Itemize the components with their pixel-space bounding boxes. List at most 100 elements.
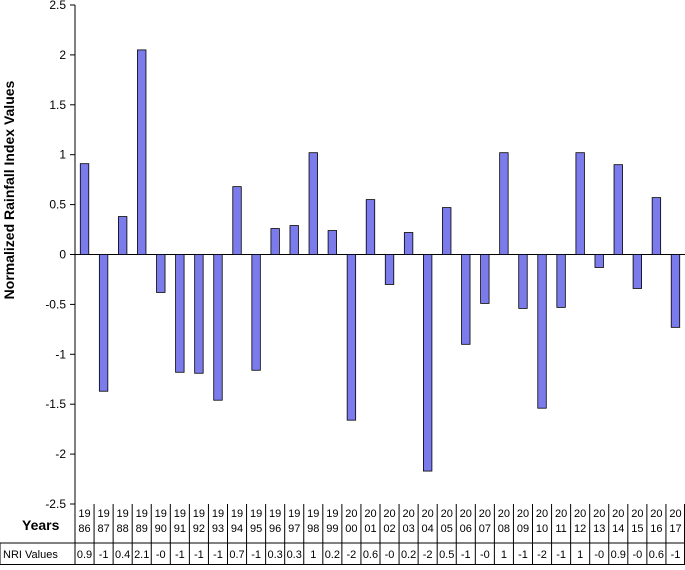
year-label-top: 20: [460, 508, 472, 520]
nri-value-cell: -2: [347, 549, 357, 561]
year-label-top: 20: [612, 508, 624, 520]
y-tick-label: 2.5: [49, 0, 66, 12]
year-label-top: 20: [517, 508, 529, 520]
bar-2007: [480, 254, 490, 304]
nri-value-cell: 0.6: [649, 549, 664, 561]
nri-value-cell: 0.7: [229, 549, 244, 561]
year-label-bottom: 96: [269, 523, 281, 535]
bar-2001: [365, 199, 376, 255]
year-label-top: 19: [250, 508, 262, 520]
bars: [79, 49, 681, 472]
nri-value-cell: -1: [213, 549, 223, 561]
year-label-bottom: 03: [402, 523, 414, 535]
year-label-bottom: 94: [231, 523, 243, 535]
data-table: Years NRI Values 19860.91987-119880.4198…: [0, 504, 685, 565]
nri-value-cell: -1: [556, 549, 566, 561]
nri-value-cell: -2: [423, 549, 433, 561]
year-label-bottom: 10: [536, 523, 548, 535]
bar-1992: [194, 254, 204, 374]
year-label-top: 20: [441, 508, 453, 520]
year-label-top: 19: [307, 508, 319, 520]
bar-2013: [594, 254, 604, 268]
year-label-bottom: 00: [345, 523, 357, 535]
year-label-top: 19: [212, 508, 224, 520]
year-label-bottom: 91: [174, 523, 186, 535]
year-label-bottom: 97: [288, 523, 300, 535]
y-tick-label: 0.5: [49, 198, 66, 212]
nri-value-cell: -0: [156, 549, 166, 561]
y-tick-label: -2: [55, 447, 66, 461]
year-label-top: 19: [136, 508, 148, 520]
table-nri-values-header: NRI Values: [3, 549, 58, 561]
axes: [74, 5, 685, 504]
nri-value-cell: 0.3: [287, 549, 302, 561]
y-tick-label: -1: [55, 347, 66, 361]
bar-2009: [518, 254, 528, 309]
nri-value-cell: -1: [518, 549, 528, 561]
year-label-bottom: 88: [117, 523, 129, 535]
bar-1995: [251, 254, 261, 371]
year-label-bottom: 01: [364, 523, 376, 535]
bar-2011: [556, 254, 566, 308]
bar-2006: [461, 254, 471, 345]
year-label-bottom: 12: [574, 523, 586, 535]
bar-2000: [346, 254, 357, 421]
year-label-top: 20: [422, 508, 434, 520]
year-label-bottom: 07: [479, 523, 491, 535]
nri-value-cell: 0.9: [77, 549, 92, 561]
bar-2014: [613, 164, 623, 255]
year-label-bottom: 98: [307, 523, 319, 535]
nri-value-cell: -1: [671, 549, 681, 561]
bar-2002: [384, 254, 395, 285]
nri-value-cell: -0: [632, 549, 642, 561]
year-label-bottom: 87: [97, 523, 109, 535]
bar-1993: [213, 254, 223, 401]
year-label-bottom: 89: [136, 523, 148, 535]
bar-2003: [403, 232, 414, 255]
bar-2005: [442, 207, 452, 255]
bar-1989: [137, 49, 147, 255]
nri-value-cell: 0.2: [325, 549, 340, 561]
bar-1997: [289, 225, 299, 255]
bar-2008: [499, 152, 509, 255]
nri-value-cell: -1: [461, 549, 471, 561]
year-label-bottom: 05: [441, 523, 453, 535]
nri-value-cell: -2: [537, 549, 547, 561]
bar-1998: [308, 152, 318, 255]
year-label-bottom: 99: [326, 523, 338, 535]
nri-value-cell: 0.2: [401, 549, 416, 561]
year-label-top: 20: [383, 508, 395, 520]
nri-value-cell: 1: [310, 549, 316, 561]
year-label-bottom: 08: [498, 523, 510, 535]
year-label-bottom: 02: [383, 523, 395, 535]
y-tick-label: -1.5: [45, 397, 66, 411]
nri-value-cell: -1: [99, 549, 109, 561]
year-label-top: 20: [669, 508, 681, 520]
year-label-top: 20: [498, 508, 510, 520]
year-label-bottom: 04: [422, 523, 434, 535]
year-label-top: 20: [593, 508, 605, 520]
y-tick-label: -2.5: [45, 497, 66, 511]
nri-value-cell: 2.1: [134, 549, 149, 561]
y-tick-label: -0.5: [45, 297, 66, 311]
year-label-bottom: 13: [593, 523, 605, 535]
year-label-top: 19: [231, 508, 243, 520]
year-label-bottom: 14: [612, 523, 624, 535]
year-label-top: 20: [574, 508, 586, 520]
bar-2015: [632, 254, 642, 289]
nri-value-cell: 1: [501, 549, 507, 561]
nri-value-cell: 1: [577, 549, 583, 561]
year-label-bottom: 95: [250, 523, 262, 535]
nri-value-cell: -1: [194, 549, 204, 561]
year-label-bottom: 86: [78, 523, 90, 535]
y-axis-label-group: Normalized Rainfall Index Values: [1, 80, 17, 299]
bar-1999: [327, 230, 337, 255]
year-label-top: 19: [326, 508, 338, 520]
bar-1986: [79, 163, 90, 255]
year-label-top: 20: [650, 508, 662, 520]
year-label-bottom: 06: [460, 523, 472, 535]
bar-1988: [118, 216, 128, 255]
y-axis-ticks: 2.5 2 1.5 1 0.5 0 -0.5 -1 -1.5 -2 -2.5: [45, 0, 75, 511]
bar-2010: [537, 254, 547, 409]
